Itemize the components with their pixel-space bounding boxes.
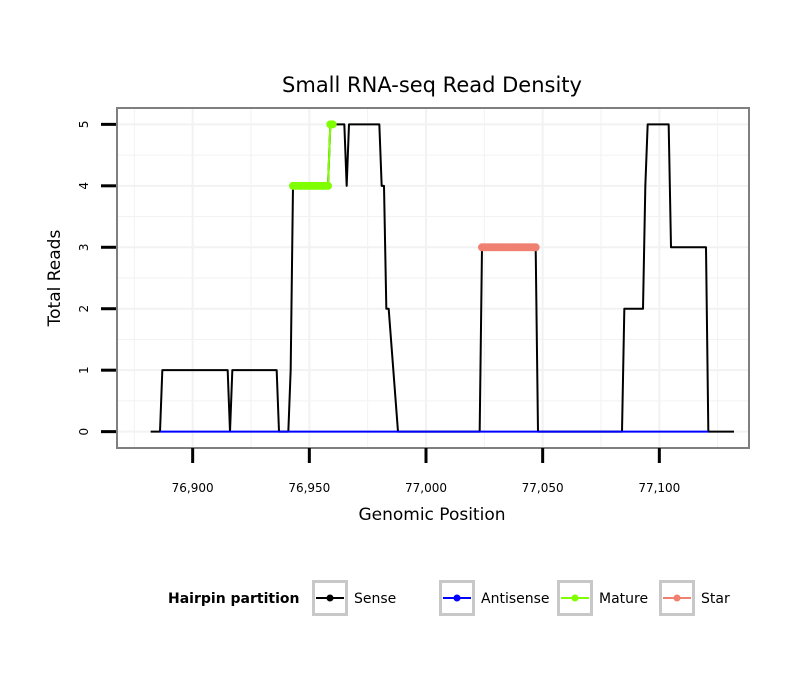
y-axis: 0 1 2 3 4 5 <box>77 121 116 436</box>
series-line-sense <box>150 123 734 433</box>
x-axis-title: Genomic Position <box>358 505 505 525</box>
series-point-mature <box>324 181 332 190</box>
legend: Hairpin partition Sense Antisense Mature St… <box>168 580 730 616</box>
series-layer <box>150 120 734 433</box>
legend-item-antisense: Antisense <box>439 580 550 616</box>
x-tick-label: 76,950 <box>288 481 330 495</box>
y-tick-label: 3 <box>77 243 91 251</box>
x-axis: 76,900 76,950 77,000 77,050 77,100 <box>172 448 680 495</box>
y-tick-label: 5 <box>77 121 91 129</box>
legend-label: Star <box>701 591 730 607</box>
y-tick-label: 1 <box>77 366 91 374</box>
legend-key-point <box>571 594 579 602</box>
x-tick-label: 77,050 <box>522 481 564 495</box>
x-tick-label: 77,100 <box>638 481 680 495</box>
y-tick-label: 2 <box>77 305 91 313</box>
legend-item-sense: Sense <box>312 580 396 616</box>
chart-title: Small RNA-seq Read Density <box>282 73 582 97</box>
legend-key-point <box>326 594 334 602</box>
legend-key-point <box>453 594 461 602</box>
y-tick-label: 4 <box>77 182 91 190</box>
legend-item-star: Star <box>659 580 730 616</box>
legend-label: Sense <box>354 591 396 607</box>
legend-key-point <box>673 594 681 602</box>
legend-label: Antisense <box>481 591 550 607</box>
y-axis-title: Total Reads <box>45 230 65 328</box>
series-point-mature <box>328 120 337 129</box>
x-tick-label: 77,000 <box>405 481 447 495</box>
legend-item-mature: Mature <box>557 580 648 616</box>
series-point-star <box>531 243 540 252</box>
legend-title: Hairpin partition <box>168 591 299 607</box>
legend-label: Mature <box>599 591 648 607</box>
x-tick-label: 76,900 <box>172 481 214 495</box>
y-tick-label: 0 <box>77 428 91 436</box>
